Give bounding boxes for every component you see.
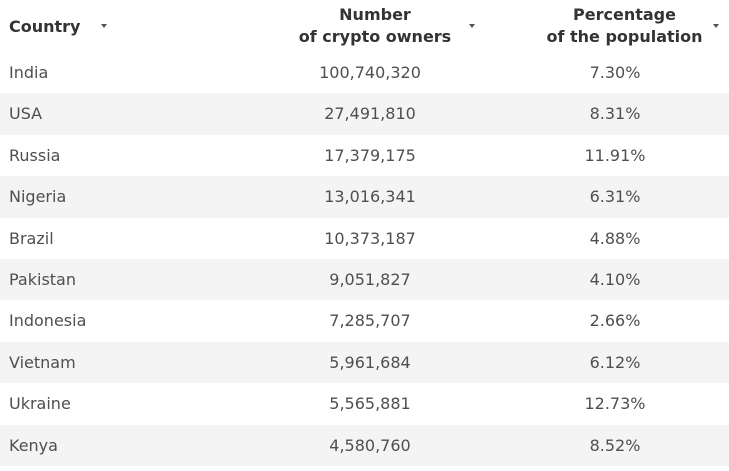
owners-cell: 7,285,707 xyxy=(329,311,411,331)
percent-cell: 8.52% xyxy=(589,435,641,455)
owners-cell: 27,491,810 xyxy=(324,104,416,124)
caret-down-icon[interactable] xyxy=(101,24,107,28)
percent-cell: 8.31% xyxy=(589,104,641,124)
table-row: Brazil 10,373,187 4.88% xyxy=(0,218,729,259)
table-row: Pakistan 9,051,827 4.10% xyxy=(0,258,729,301)
percent-cell: 6.12% xyxy=(589,352,641,372)
column-header-label: Country xyxy=(9,16,81,36)
owners-cell: 10,373,187 xyxy=(324,228,416,248)
country-cell: Pakistan xyxy=(9,269,76,289)
country-cell: USA xyxy=(9,104,43,124)
country-cell: Vietnam xyxy=(9,352,76,372)
column-header-label-line2: of the population xyxy=(546,27,703,46)
percent-cell: 12.73% xyxy=(584,394,646,414)
column-header-percentage[interactable]: Percentage of the population xyxy=(520,0,729,52)
percent-cell: 4.88% xyxy=(589,228,641,248)
country-cell: Kenya xyxy=(9,435,58,455)
percent-cell: 11.91% xyxy=(584,145,646,165)
percent-cell: 4.10% xyxy=(589,269,641,289)
country-cell: Brazil xyxy=(9,228,54,248)
table-row: Vietnam 5,961,684 6.12% xyxy=(0,341,729,384)
table-row: Nigeria 13,016,341 6.31% xyxy=(0,176,729,218)
column-header-crypto-owners[interactable]: Number of crypto owners xyxy=(270,0,480,52)
column-header-label-line2: of crypto owners xyxy=(298,27,452,46)
percent-cell: 7.30% xyxy=(589,63,641,82)
table-row: Ukraine 5,565,881 12.73% xyxy=(0,383,729,424)
column-header-label-line1: Percentage xyxy=(573,5,676,24)
table-row: Indonesia 7,285,707 2.66% xyxy=(0,300,729,341)
table-row: Russia 17,379,175 11.91% xyxy=(0,135,729,176)
percent-cell: 6.31% xyxy=(589,187,641,207)
table-row: USA 27,491,810 8.31% xyxy=(0,93,729,135)
country-cell: Indonesia xyxy=(9,311,87,331)
country-cell: Nigeria xyxy=(9,187,67,207)
owners-cell: 17,379,175 xyxy=(324,145,416,165)
country-cell: Russia xyxy=(9,145,61,165)
owners-cell: 5,565,881 xyxy=(329,394,411,414)
owners-cell: 5,961,684 xyxy=(329,352,411,372)
table-row: India 100,740,320 7.30% xyxy=(0,52,729,93)
column-header-country[interactable]: Country xyxy=(9,0,259,52)
country-cell: India xyxy=(9,63,49,82)
percent-cell: 2.66% xyxy=(589,311,641,331)
column-header-label-line1: Number xyxy=(339,5,411,24)
country-cell: Ukraine xyxy=(9,394,71,414)
owners-cell: 13,016,341 xyxy=(324,187,416,207)
caret-down-icon[interactable] xyxy=(713,24,719,28)
owners-cell: 9,051,827 xyxy=(329,269,411,289)
table-header: Country Number of crypto owners Percenta… xyxy=(0,0,729,52)
owners-cell: 4,580,760 xyxy=(329,435,411,455)
caret-down-icon[interactable] xyxy=(469,24,475,28)
owners-cell: 100,740,320 xyxy=(319,63,421,82)
table-body: India 100,740,320 7.30% USA 27,491,810 8… xyxy=(0,52,729,466)
table-row: Kenya 4,580,760 8.52% xyxy=(0,424,729,466)
